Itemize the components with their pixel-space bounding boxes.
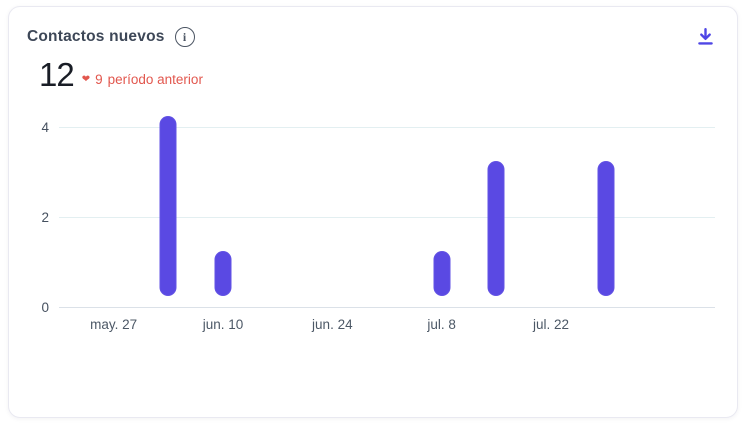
x-tick-label: jul. 8 — [427, 317, 456, 332]
gridline — [59, 127, 715, 128]
y-tick-label: 2 — [41, 209, 49, 225]
y-tick-label: 0 — [41, 299, 49, 315]
bar[interactable] — [433, 251, 451, 296]
stat-row: 12 ❤ 9 período anterior — [39, 58, 721, 91]
plot-area: may. 27 jun. 10 jun. 24 jul. 8 jul. 22 — [59, 113, 715, 332]
y-tick-label: 4 — [41, 119, 49, 135]
x-tick-label: jun. 10 — [202, 317, 244, 332]
x-tick-label: jun. 24 — [312, 317, 353, 332]
download-icon — [698, 28, 713, 45]
contacts-card: Contactos nuevos i 12 ❤ 9 período anteri… — [8, 6, 738, 418]
title-group: Contactos nuevos i — [27, 26, 195, 47]
trend-comparison-value: 9 — [95, 72, 103, 87]
bar[interactable] — [487, 161, 505, 296]
y-axis: 0 2 4 — [29, 113, 59, 313]
card-title: Contactos nuevos — [27, 27, 165, 45]
bar[interactable] — [597, 161, 615, 296]
stat-value: 12 — [39, 56, 75, 93]
download-button[interactable] — [694, 25, 717, 48]
info-icon[interactable]: i — [174, 26, 195, 47]
bar-chart: 0 2 4 may. 27 jun. 10 jun. 24 jul. 8 jul. 22 — [29, 113, 719, 332]
x-tick-label: jul. 22 — [532, 317, 570, 332]
x-axis-baseline — [59, 307, 715, 308]
bar[interactable] — [159, 116, 177, 296]
gridline — [59, 217, 715, 218]
trend: ❤ 9 período anterior — [82, 72, 203, 91]
card-header: Contactos nuevos i — [27, 25, 721, 48]
bar[interactable] — [214, 251, 232, 296]
heart-icon: ❤ — [81, 73, 91, 85]
trend-comparison-label: período anterior — [107, 72, 203, 87]
x-tick-label: may. 27 — [90, 317, 138, 332]
